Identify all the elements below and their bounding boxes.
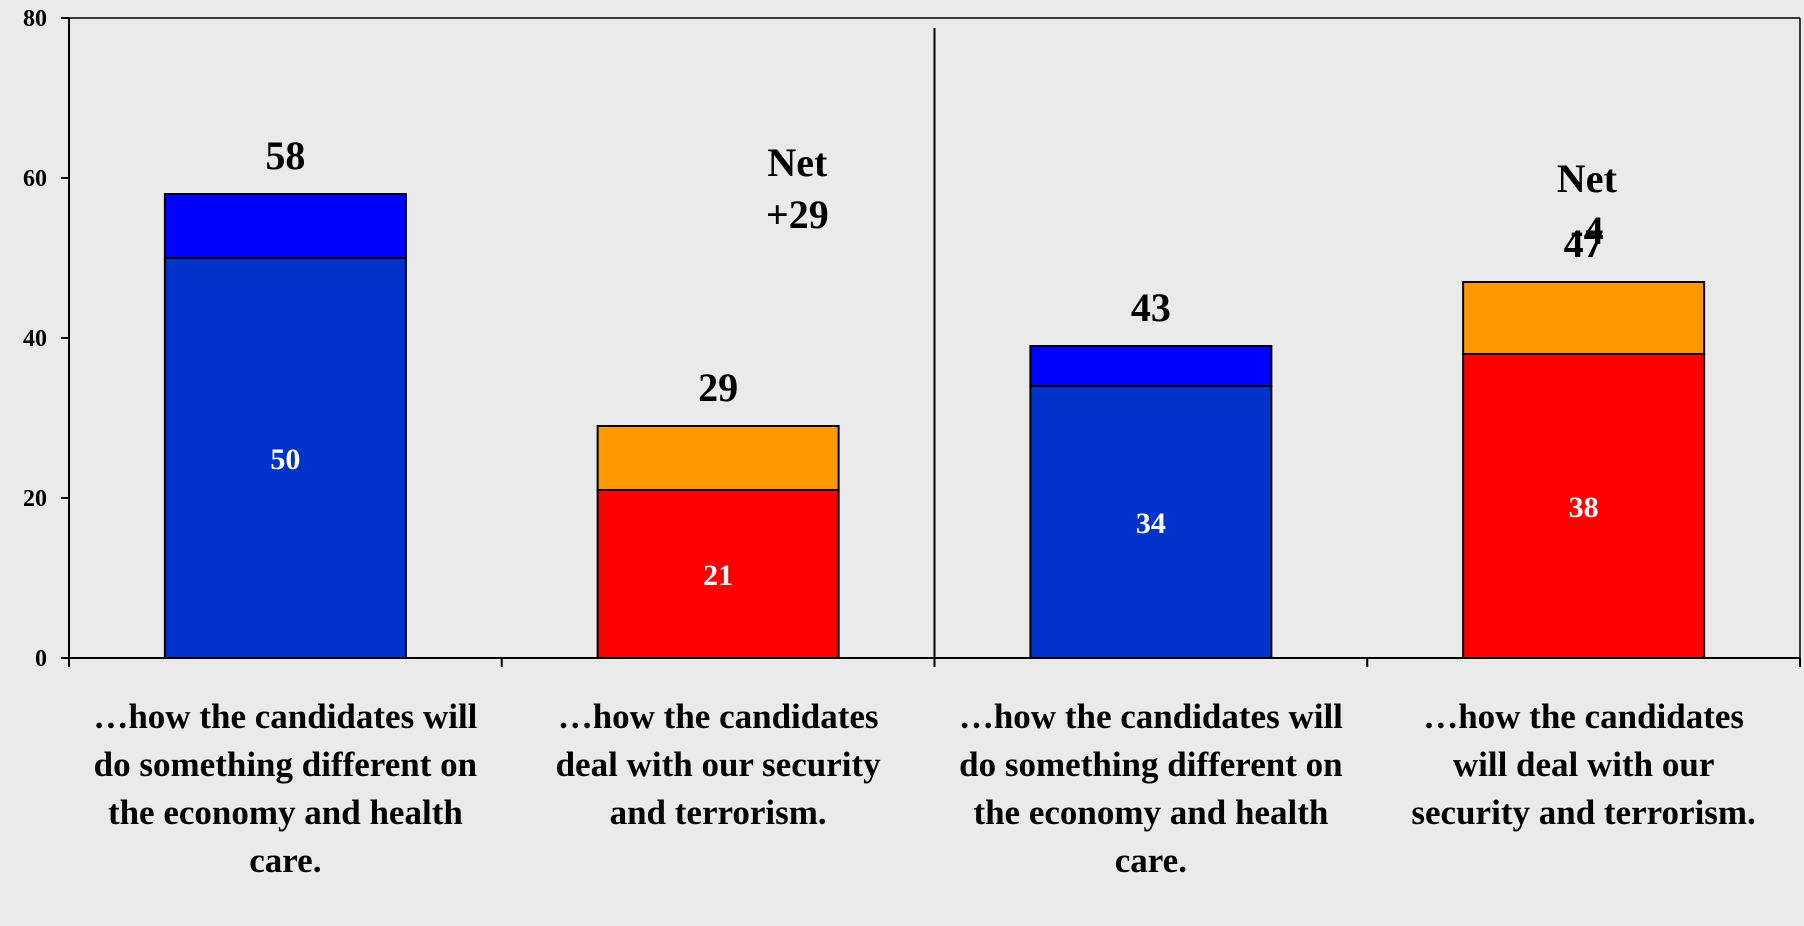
net-annotation-line2: +29 (766, 192, 829, 237)
y-tick-label: 80 (23, 6, 47, 32)
net-annotation-line1: Net (767, 140, 828, 185)
net-annotation-line2: -4 (1570, 208, 1603, 253)
net-annotation-line1: Net (1557, 156, 1618, 201)
bar-top-segment (163, 193, 407, 259)
labels: 50 58 21 29 34 43 38 47 Net +29 Net -4 (265, 133, 1617, 592)
bar-base-segment (163, 257, 407, 659)
x-category-label: …how the candidates will do something di… (958, 697, 1343, 880)
bar-base-value-label: 34 (1136, 507, 1166, 540)
bar-top-segment (1462, 281, 1706, 355)
bar-base-value-label: 50 (270, 443, 300, 476)
bar-base-segment (596, 489, 840, 659)
x-category-label: …how the candidates will deal with our s… (1411, 697, 1756, 832)
y-tick-label: 40 (23, 326, 47, 352)
bar-base-value-label: 21 (703, 559, 733, 592)
bar-total-label: 47 (1564, 221, 1604, 266)
x-category-label: …how the candidates will do something di… (93, 697, 478, 880)
bar-total-label: 43 (1131, 285, 1171, 330)
y-tick-label: 0 (35, 646, 47, 672)
x-category-label: …how the candidates deal with our securi… (555, 697, 881, 832)
bar-base-value-label: 38 (1569, 491, 1599, 524)
bar-top-segment (596, 425, 840, 491)
bar-total-label: 29 (698, 365, 738, 410)
bar-base-segment (1029, 385, 1273, 659)
y-tick-label: 20 (23, 486, 47, 512)
bars (163, 193, 1706, 659)
y-tick-label: 60 (23, 166, 47, 192)
bar-top-segment (1029, 345, 1273, 387)
bar-base-segment (1462, 353, 1706, 659)
bar-total-label: 58 (265, 133, 305, 178)
